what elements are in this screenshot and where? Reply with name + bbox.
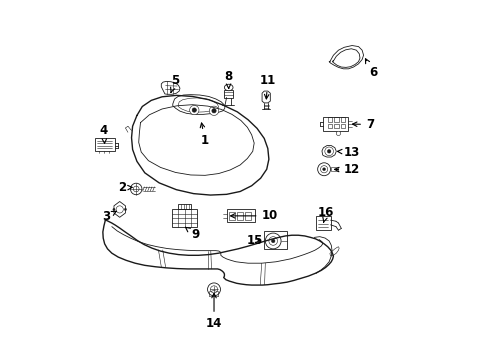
Circle shape bbox=[268, 237, 277, 245]
Circle shape bbox=[322, 168, 325, 171]
Circle shape bbox=[113, 208, 115, 211]
Text: 13: 13 bbox=[337, 145, 360, 158]
Circle shape bbox=[133, 186, 139, 192]
Circle shape bbox=[265, 233, 281, 249]
Text: 15: 15 bbox=[246, 234, 263, 247]
Text: 16: 16 bbox=[317, 207, 334, 222]
Circle shape bbox=[207, 283, 220, 296]
Circle shape bbox=[210, 286, 217, 293]
Ellipse shape bbox=[224, 84, 233, 91]
Text: 6: 6 bbox=[365, 59, 376, 79]
Circle shape bbox=[189, 105, 199, 115]
Circle shape bbox=[320, 166, 327, 173]
Circle shape bbox=[324, 147, 333, 156]
Circle shape bbox=[130, 183, 142, 195]
Circle shape bbox=[124, 208, 126, 211]
Text: 14: 14 bbox=[205, 293, 222, 330]
Circle shape bbox=[211, 109, 216, 113]
Circle shape bbox=[317, 163, 330, 176]
Text: 2: 2 bbox=[118, 181, 132, 194]
Text: 10: 10 bbox=[230, 210, 277, 222]
Circle shape bbox=[336, 131, 340, 135]
Text: 1: 1 bbox=[200, 123, 209, 147]
Text: 5: 5 bbox=[170, 74, 180, 93]
Circle shape bbox=[116, 206, 123, 213]
Circle shape bbox=[271, 239, 274, 243]
Text: 8: 8 bbox=[224, 69, 232, 89]
Circle shape bbox=[209, 106, 218, 116]
Text: 4: 4 bbox=[100, 124, 108, 143]
Text: 7: 7 bbox=[352, 118, 373, 131]
Text: 9: 9 bbox=[185, 227, 199, 241]
Circle shape bbox=[326, 149, 330, 153]
Text: 3: 3 bbox=[102, 210, 116, 223]
Circle shape bbox=[192, 108, 196, 112]
Text: 11: 11 bbox=[259, 74, 275, 99]
Text: 12: 12 bbox=[334, 163, 360, 176]
